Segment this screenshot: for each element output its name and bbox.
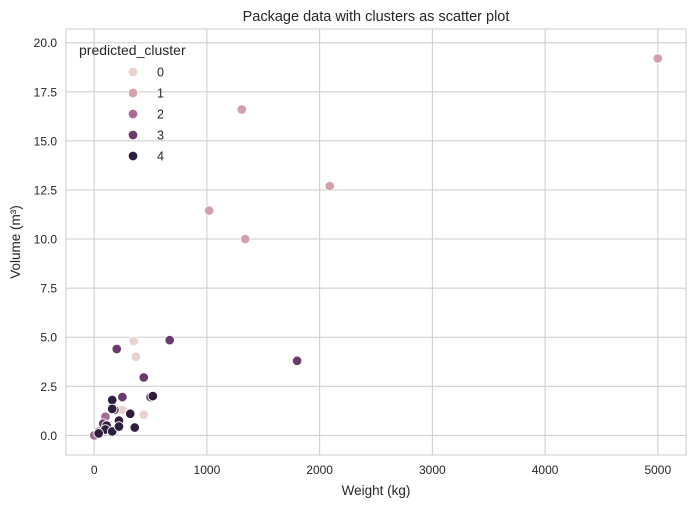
legend-label-1: 1	[157, 87, 164, 101]
y-tick-label: 17.5	[34, 85, 58, 99]
data-point-cluster-4	[129, 422, 141, 433]
legend-label-3: 3	[157, 129, 164, 143]
y-tick-label: 2.5	[40, 380, 57, 394]
data-point-cluster-0	[130, 351, 142, 363]
data-point-cluster-3	[117, 391, 128, 403]
legend-marker-4	[127, 150, 139, 162]
legend-marker-0	[127, 66, 139, 78]
x-tick-label: 4000	[532, 463, 559, 477]
data-point-cluster-1	[239, 233, 251, 245]
x-tick-label: 1000	[194, 463, 221, 477]
data-point-cluster-1	[236, 104, 248, 115]
y-tick-labels: 0.0 2.5 5.0 7.5 10.0 12.5 15.0 17.5 20.0	[34, 36, 58, 443]
y-tick-label: 20.0	[34, 36, 58, 50]
data-point-cluster-0	[138, 409, 150, 421]
legend-title: predicted_cluster	[79, 42, 186, 58]
data-point-cluster-4	[106, 394, 118, 406]
data-point-cluster-1	[203, 205, 215, 216]
x-tick-label: 0	[91, 463, 98, 477]
y-axis-label: Volume (m³)	[8, 205, 23, 279]
legend-label-0: 0	[157, 66, 164, 80]
chart-title: Package data with clusters as scatter pl…	[243, 9, 510, 25]
data-point-cluster-1	[324, 180, 336, 192]
x-tick-label: 5000	[644, 463, 671, 477]
x-tick-label: 3000	[419, 463, 446, 477]
legend-marker-1	[127, 87, 139, 99]
data-point-cluster-4	[106, 403, 118, 415]
data-point-cluster-3	[164, 334, 175, 346]
legend-marker-2	[127, 108, 139, 120]
data-point-cluster-3	[111, 343, 122, 355]
data-point-cluster-4	[93, 428, 104, 439]
legend-label-2: 2	[157, 108, 164, 122]
legend: predicted_cluster 0 1 2 3 4	[79, 42, 186, 164]
data-point-cluster-3	[291, 355, 303, 367]
data-point-cluster-4	[147, 390, 159, 402]
data-point-cluster-3	[138, 372, 150, 383]
legend-marker-3	[127, 129, 139, 141]
y-tick-label: 5.0	[40, 331, 57, 345]
data-point-cluster-4	[125, 408, 136, 420]
data-point-cluster-0	[128, 335, 139, 347]
y-tick-label: 12.5	[34, 183, 58, 197]
y-tick-label: 10.0	[34, 233, 58, 247]
x-tick-label: 2000	[306, 463, 333, 477]
data-point-cluster-1	[652, 53, 664, 64]
plot-frame	[65, 28, 687, 456]
plot-background	[66, 29, 686, 455]
data-point-cluster-4	[113, 421, 125, 432]
legend-label-4: 4	[157, 150, 164, 164]
y-tick-label: 7.5	[40, 282, 57, 296]
y-tick-label: 0.0	[40, 429, 57, 443]
y-tick-label: 15.0	[34, 134, 58, 148]
x-axis-label: Weight (kg)	[342, 483, 411, 498]
x-tick-labels: 0 1000 2000 3000 4000 5000	[91, 463, 672, 477]
data-points	[88, 53, 664, 441]
